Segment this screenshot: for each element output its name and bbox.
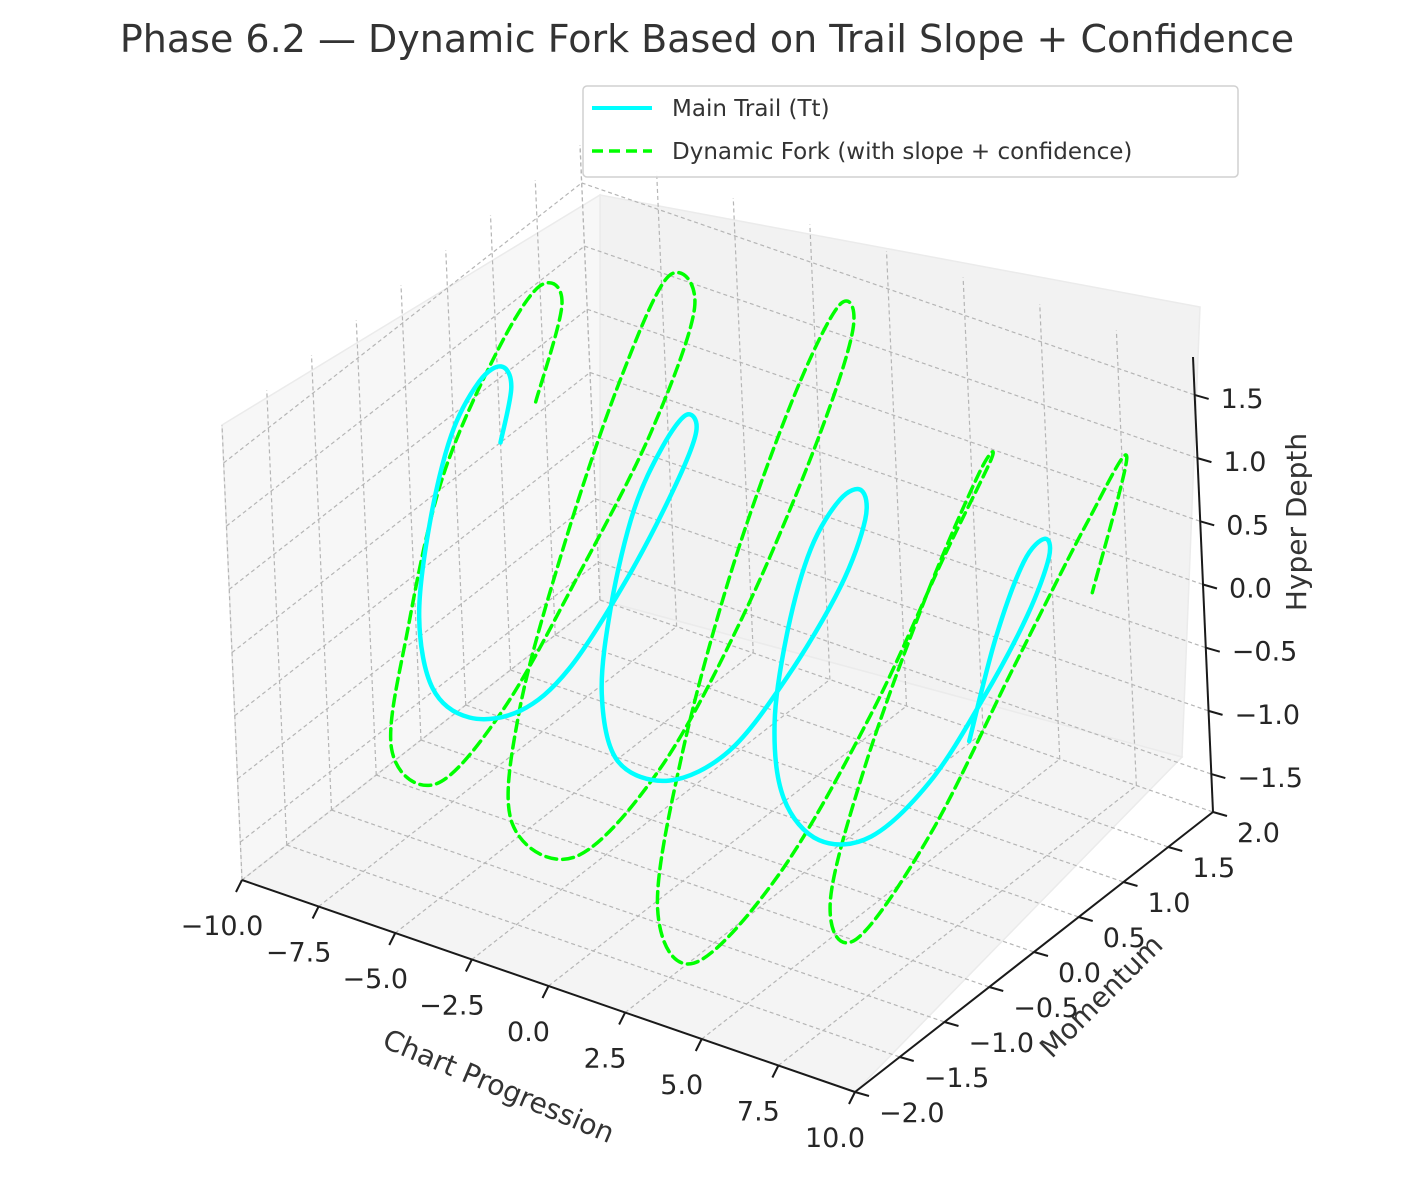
x-tick-mark bbox=[464, 959, 473, 972]
y-tick-label: −0.5 bbox=[1013, 993, 1079, 1024]
z-tick-label: 0.5 bbox=[1226, 510, 1269, 541]
grid-line-z-left bbox=[237, 498, 596, 780]
series-lines bbox=[388, 270, 1129, 966]
grid-line-y-floor bbox=[286, 844, 900, 1058]
z-tick-mark bbox=[1197, 457, 1212, 464]
x-tick-label: −7.5 bbox=[266, 938, 332, 969]
grid-line-z-left bbox=[228, 308, 588, 590]
z-tick-label: 1.0 bbox=[1223, 447, 1266, 478]
series-line-main-trail bbox=[416, 364, 1053, 847]
y-tick-mark bbox=[1078, 916, 1094, 922]
y-tick-mark bbox=[988, 986, 1004, 992]
y-tick-mark bbox=[1123, 881, 1138, 887]
y-tick-label: 0.0 bbox=[1058, 958, 1101, 989]
y-tick-mark bbox=[899, 1056, 915, 1062]
grid-line-y-floor bbox=[331, 809, 945, 1023]
y-tick-mark bbox=[1212, 811, 1228, 817]
x-tick-label: 7.5 bbox=[737, 1097, 780, 1128]
x-tick-label: 10.0 bbox=[805, 1123, 865, 1154]
z-tick-label: 1.5 bbox=[1221, 384, 1264, 415]
grid-line-x-floor bbox=[318, 626, 677, 907]
grid-line-y-floor bbox=[599, 599, 1214, 813]
y-tick-label: 1.5 bbox=[1192, 853, 1235, 884]
grid-line-y-floor bbox=[555, 634, 1169, 848]
z-axis-label: Hyper Depth bbox=[1280, 433, 1313, 611]
grid-line-z-left bbox=[226, 245, 585, 527]
grid-line-y-floor bbox=[376, 774, 990, 988]
x-tick-label: −2.5 bbox=[419, 991, 485, 1022]
z-tick-label: −0.5 bbox=[1232, 637, 1298, 668]
y-tick-mark bbox=[854, 1091, 870, 1097]
z-tick-label: −1.5 bbox=[1237, 763, 1303, 794]
tick-labels: −10.0−7.5 −5.0 −2.5 0.0 2.5 5.0 7.5 10.0 −2.0 −1.… bbox=[181, 384, 1303, 1154]
grid-line-z-left bbox=[223, 182, 583, 464]
y-tick-label: 1.0 bbox=[1148, 888, 1191, 919]
x-tick-mark bbox=[541, 985, 550, 999]
x-tick-mark bbox=[311, 906, 320, 919]
z-tick-mark bbox=[1199, 520, 1215, 527]
y-tick-label: 2.0 bbox=[1237, 818, 1280, 849]
grid-line-z-back bbox=[581, 182, 1195, 396]
y-tick-label: −2.0 bbox=[879, 1098, 945, 1129]
grid-line-z-left bbox=[239, 561, 599, 843]
x-tick-label: 0.0 bbox=[507, 1017, 550, 1048]
grid-line-y-floor bbox=[465, 704, 1079, 918]
grid-line-x-floor bbox=[624, 732, 984, 1013]
z-tick-mark bbox=[1211, 773, 1226, 780]
grid-line-y-floor bbox=[510, 669, 1124, 883]
legend-label-main-trail: Main Trail (Tt) bbox=[672, 96, 830, 122]
grid-line-y-floor bbox=[420, 739, 1035, 953]
chart-title: Phase 6.2 — Dynamic Fork Based on Trail … bbox=[120, 17, 1294, 61]
x-axis-label: Chart Progression bbox=[378, 1023, 619, 1150]
legend: Main Trail (Tt) Dynamic Fork (with slope… bbox=[582, 85, 1239, 178]
legend-box bbox=[582, 85, 1239, 178]
y-tick-mark bbox=[1033, 951, 1049, 957]
grid-line-z-back bbox=[592, 435, 1206, 649]
y-tick-label: 0.5 bbox=[1103, 923, 1146, 954]
grid-line-z-back bbox=[598, 561, 1212, 775]
grid-lines bbox=[221, 144, 1214, 1093]
x-tick-label: 5.0 bbox=[660, 1070, 703, 1101]
y-tick-mark bbox=[944, 1021, 959, 1027]
grid-line-z-back bbox=[589, 371, 1204, 586]
series-line-dynamic-fork bbox=[388, 270, 1129, 966]
z-tick-mark bbox=[1208, 709, 1223, 716]
x-tick-mark bbox=[771, 1065, 780, 1078]
grid-line-z-back bbox=[587, 308, 1201, 522]
x-tick-label: −10.0 bbox=[181, 911, 264, 942]
x-tick-mark bbox=[848, 1091, 856, 1105]
grid-line-z-left bbox=[234, 435, 594, 717]
grid-line-x-back bbox=[809, 224, 831, 680]
y-tick-mark bbox=[1167, 846, 1183, 852]
grid-line-x-back bbox=[962, 277, 984, 733]
legend-label-dynamic-fork: Dynamic Fork (with slope + confidence) bbox=[672, 139, 1132, 165]
grid-line-x-floor bbox=[471, 679, 831, 960]
grid-line-y-left bbox=[445, 249, 467, 706]
grid-line-z-back bbox=[584, 245, 1198, 459]
x-tick-label: −5.0 bbox=[342, 964, 408, 995]
x-tick-mark bbox=[235, 879, 243, 893]
x-tick-mark bbox=[694, 1038, 703, 1052]
z-tick-label: −1.0 bbox=[1235, 700, 1301, 731]
grid-line-z-left bbox=[231, 372, 591, 653]
z-tick-label: 0.0 bbox=[1229, 574, 1272, 605]
x-tick-label: 2.5 bbox=[584, 1044, 627, 1075]
y-tick-label: −1.5 bbox=[924, 1063, 990, 1094]
x-tick-mark bbox=[618, 1012, 627, 1025]
grid-line-y-left bbox=[534, 179, 556, 636]
z-tick-mark bbox=[1205, 646, 1221, 653]
z-tick-mark bbox=[1202, 583, 1218, 590]
x-tick-mark bbox=[388, 932, 397, 946]
y-tick-label: −1.0 bbox=[969, 1028, 1035, 1059]
grid-line-z-back bbox=[595, 498, 1209, 712]
z-tick-mark bbox=[1194, 393, 1209, 400]
